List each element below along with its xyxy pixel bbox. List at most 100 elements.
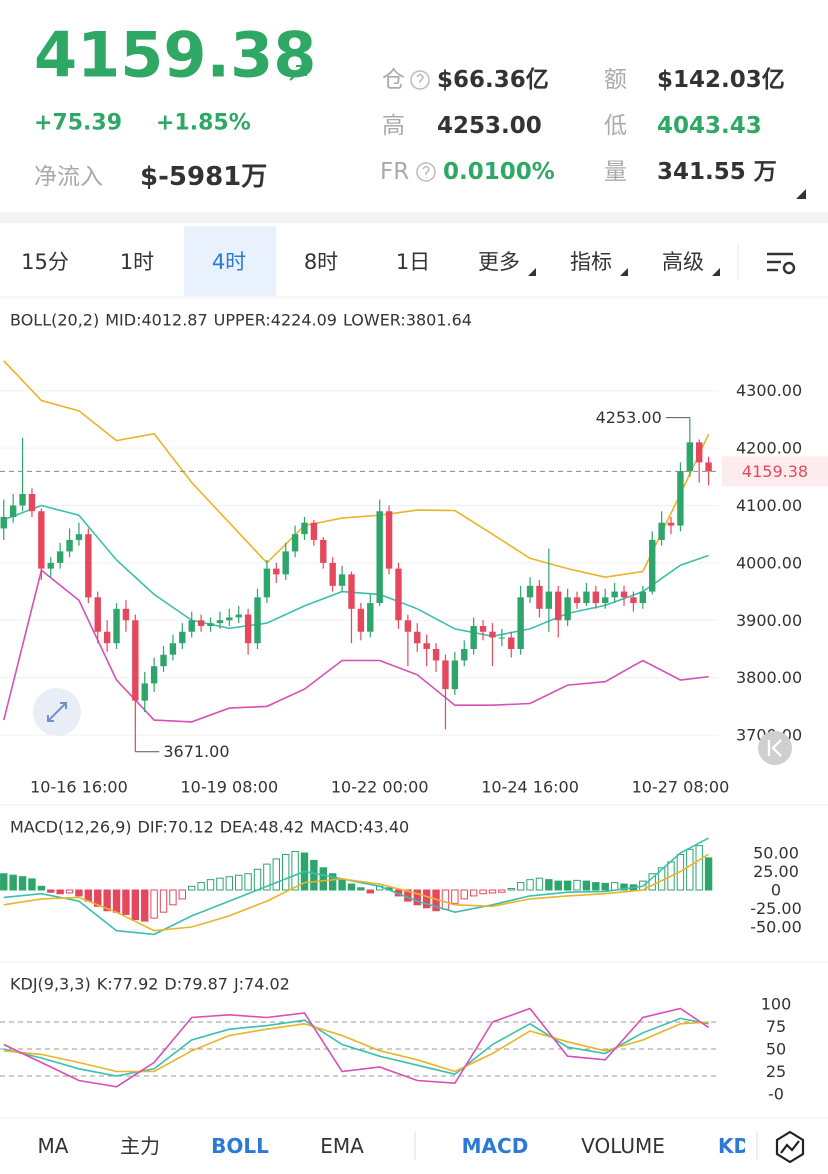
candle-body <box>254 597 261 644</box>
macd-bar <box>103 889 111 912</box>
candle-body <box>602 597 609 604</box>
candle-body <box>56 551 64 563</box>
stat-value: 4043.43 <box>657 113 762 139</box>
bottom-tab[interactable]: MA <box>38 1134 69 1158</box>
candle-body <box>395 568 402 621</box>
dropdown-caret <box>620 268 628 276</box>
macd-bar <box>159 889 168 913</box>
last-price: 4159.38 <box>34 19 316 92</box>
legend-entry: K:77.92 <box>97 975 159 994</box>
tab[interactable]: 1日 <box>396 250 430 274</box>
tab[interactable]: 指标 <box>570 250 612 274</box>
tab[interactable]: 4时 <box>212 250 246 274</box>
settings-icon[interactable] <box>767 252 796 275</box>
indicator-line <box>3 853 710 932</box>
macd-bar <box>357 887 365 891</box>
macd-bar <box>507 888 515 891</box>
macd-bar <box>526 879 534 891</box>
indicator-line <box>3 1017 709 1077</box>
candle-body <box>28 494 36 512</box>
y-tick-label: 25 <box>766 1062 786 1081</box>
macd-bar <box>169 889 177 906</box>
candle-body <box>38 511 45 569</box>
x-tick-label: 10-22 00:00 <box>331 778 429 797</box>
candle-body <box>545 591 553 609</box>
stat-label: 高 <box>382 113 405 139</box>
candle-body <box>536 585 543 609</box>
help-icon[interactable] <box>410 70 430 90</box>
candle-body <box>19 494 26 506</box>
bottom-tab[interactable]: KD <box>718 1134 750 1158</box>
macd-bar <box>141 889 149 922</box>
macd-bar <box>131 889 140 921</box>
legend-entry: DIF:70.12 <box>138 818 214 837</box>
dropdown-caret <box>712 268 720 276</box>
last-price-label: 4159.38 <box>742 462 808 481</box>
macd-bar <box>451 889 459 904</box>
expand-toggle[interactable] <box>796 189 806 199</box>
stat-value: $142.03亿 <box>657 67 785 93</box>
indicator-line <box>3 1021 709 1073</box>
macd-bar <box>18 876 27 891</box>
tab-highlight <box>184 226 276 296</box>
candle-body <box>592 591 600 604</box>
macd-bar <box>610 882 619 891</box>
tab[interactable]: 更多 <box>478 250 520 274</box>
jump-latest-button[interactable] <box>758 731 792 765</box>
macd-bar <box>235 874 243 891</box>
candle-body <box>338 574 346 586</box>
macd-bar <box>216 877 224 891</box>
candle-body <box>367 603 374 632</box>
separator <box>0 212 828 223</box>
help-icon[interactable] <box>416 162 436 182</box>
candle-body <box>658 522 665 540</box>
tab[interactable]: 8时 <box>304 250 338 274</box>
tab[interactable]: 1时 <box>120 250 154 274</box>
candle-body <box>404 620 412 632</box>
y-tick-label: 4200.00 <box>736 439 802 458</box>
tab[interactable]: 15分 <box>21 250 69 274</box>
stat-label: 仓 <box>382 67 405 93</box>
bottom-tab[interactable]: EMA <box>320 1134 364 1158</box>
macd-bar <box>347 883 356 891</box>
fullscreen-button[interactable] <box>33 688 81 736</box>
macd-bar <box>516 882 525 891</box>
candle-body <box>85 534 92 598</box>
macd-bar <box>178 889 187 900</box>
macd-bar <box>422 889 431 909</box>
candle-body <box>320 539 327 563</box>
y-tick-label: 75 <box>766 1017 786 1036</box>
candle-body <box>197 620 205 627</box>
tab[interactable]: 高级 <box>662 250 704 274</box>
chart-mode-icon[interactable] <box>775 1130 805 1164</box>
macd-bar <box>225 876 234 891</box>
charts: BOLL(20,2) MID:4012.87 UPPER:4224.09 LOWER:… <box>0 311 828 1104</box>
bottom-tab[interactable]: VOLUME <box>581 1134 665 1158</box>
candle-body <box>489 631 496 638</box>
indicator-line <box>3 568 709 723</box>
candle-body <box>526 585 534 598</box>
bottom-tab[interactable]: BOLL <box>211 1134 269 1158</box>
y-tick-label: 25.00 <box>753 862 799 881</box>
macd-bar <box>188 885 196 891</box>
macd-bar <box>328 873 337 891</box>
macd-bar <box>554 880 562 891</box>
macd-bar <box>366 889 374 894</box>
stat-label: FR <box>380 159 409 185</box>
macd-bar <box>488 889 497 894</box>
bottom-tab[interactable]: MACD <box>462 1134 529 1158</box>
macd-bar <box>704 857 713 891</box>
macd-bar <box>338 878 346 891</box>
macd-bar <box>291 851 299 891</box>
bottom-tab[interactable]: 主力 <box>120 1134 160 1158</box>
macd-bar <box>620 883 628 891</box>
candle-body <box>583 591 590 604</box>
candle-body <box>122 608 130 621</box>
candle-body <box>282 551 289 575</box>
y-tick-label: -25.00 <box>750 899 802 918</box>
macd-bar <box>28 878 36 891</box>
candle-body <box>310 522 318 540</box>
stat-value: 0.0100% <box>443 159 555 185</box>
candle-body <box>150 666 158 684</box>
